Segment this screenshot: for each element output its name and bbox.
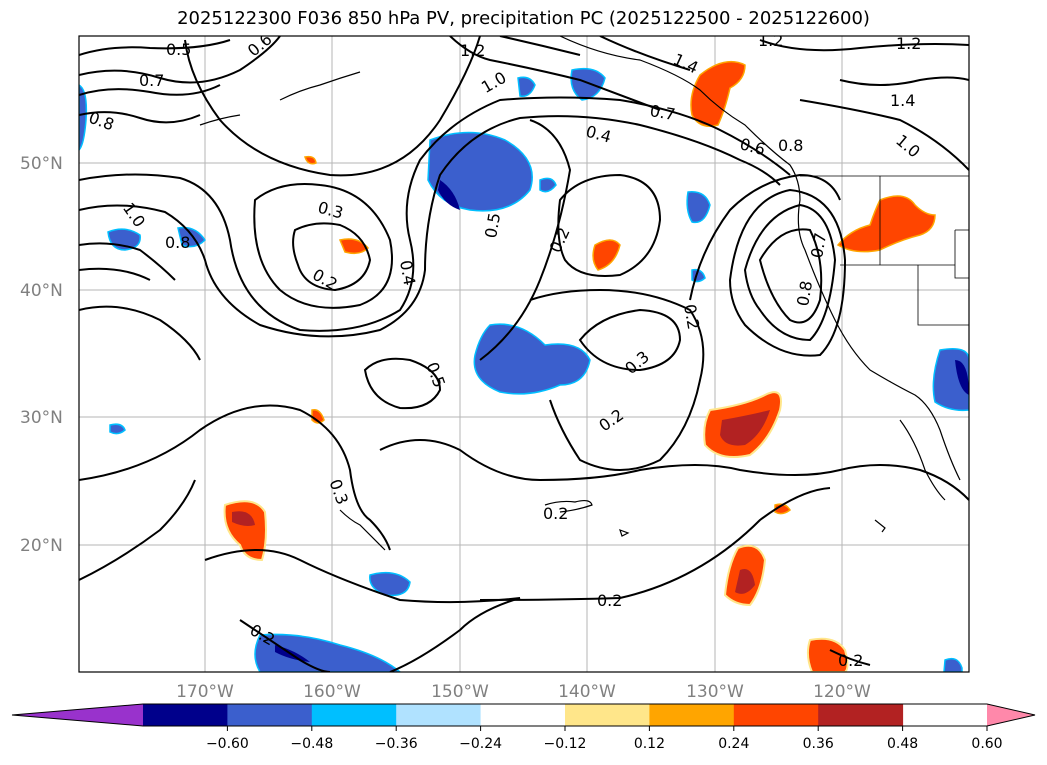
precip-positive-areas xyxy=(223,60,936,672)
lat-label: 30°N xyxy=(20,408,63,428)
pv-contours xyxy=(79,36,969,672)
colorbar-tick-label: −0.60 xyxy=(206,736,249,752)
colorbar-tick-label: 0.36 xyxy=(803,736,834,752)
lon-label: 140°W xyxy=(558,682,616,702)
contour-label: 1.2 xyxy=(460,41,485,60)
map-title: 2025122300 F036 850 hPa PV, precipitatio… xyxy=(177,8,870,29)
colorbar-segment xyxy=(143,704,228,726)
contour-label: 0.4 xyxy=(396,259,419,287)
lat-label: 50°N xyxy=(20,154,63,174)
colorbar-extend-high xyxy=(987,704,1035,726)
colorbar-segment xyxy=(733,704,819,726)
map-plot-area: 0.5 0.6 0.7 0.8 1.2 1.4 1.2 1.2 1.0 1.4 … xyxy=(79,31,969,672)
contour-label: 0.8 xyxy=(778,136,803,155)
colorbar-tick-label: −0.12 xyxy=(544,736,587,752)
colorbar-segment xyxy=(311,704,397,726)
colorbar-tick-label: 0.12 xyxy=(634,736,665,752)
lon-label: 170°W xyxy=(176,682,234,702)
lon-label: 150°W xyxy=(431,682,489,702)
longitude-labels: 170°W 160°W 150°W 140°W 130°W 120°W xyxy=(176,682,871,702)
contour-label: 0.7 xyxy=(648,101,676,124)
colorbar-tick-label: −0.36 xyxy=(375,736,418,752)
lon-label: 160°W xyxy=(303,682,361,702)
lat-label: 20°N xyxy=(20,536,63,556)
colorbar: −0.60 −0.48 −0.36 −0.24 −0.12 0.12 0.24 0.36 0.4… xyxy=(11,703,1036,752)
colorbar-segment xyxy=(649,704,735,726)
contour-label: 0.8 xyxy=(165,233,190,252)
contour-label: 0.7 xyxy=(139,71,164,90)
borders xyxy=(800,175,969,326)
precip-negative-areas xyxy=(79,67,969,672)
contour-label: 1.2 xyxy=(896,34,921,53)
colorbar-tick-label: −0.24 xyxy=(459,736,502,752)
contour-label: 0.2 xyxy=(543,504,568,523)
lon-label: 120°W xyxy=(813,682,871,702)
colorbar-segment xyxy=(396,704,482,726)
colorbar-tick-label: 0.48 xyxy=(887,736,918,752)
contour-label: 1.4 xyxy=(890,91,915,110)
contour-label: 0.2 xyxy=(597,591,622,610)
colorbar-segment xyxy=(565,704,650,726)
contour-label: 0.8 xyxy=(793,279,816,307)
contour-label: 0.5 xyxy=(481,211,504,239)
colorbar-tick-label: 0.24 xyxy=(718,736,749,752)
contour-label: 0.7 xyxy=(807,231,830,259)
lon-label: 130°W xyxy=(686,682,744,702)
contour-label: 0.2 xyxy=(838,651,863,670)
contour-label: 1.2 xyxy=(758,31,783,50)
colorbar-extend-low xyxy=(12,704,143,726)
colorbar-tick-label: 0.60 xyxy=(971,736,1002,752)
contour-label: 0.5 xyxy=(166,40,191,59)
contour-label: 0.2 xyxy=(680,303,703,331)
colorbar-segment xyxy=(818,704,904,726)
plot-frame xyxy=(78,35,970,673)
lat-label: 40°N xyxy=(20,281,63,301)
colorbar-segment xyxy=(227,704,313,726)
colorbar-outline xyxy=(11,703,1036,727)
colorbar-tick-label: −0.48 xyxy=(290,736,333,752)
colorbar-segment xyxy=(480,704,566,726)
latitude-labels: 50°N 40°N 30°N 20°N xyxy=(20,154,63,556)
